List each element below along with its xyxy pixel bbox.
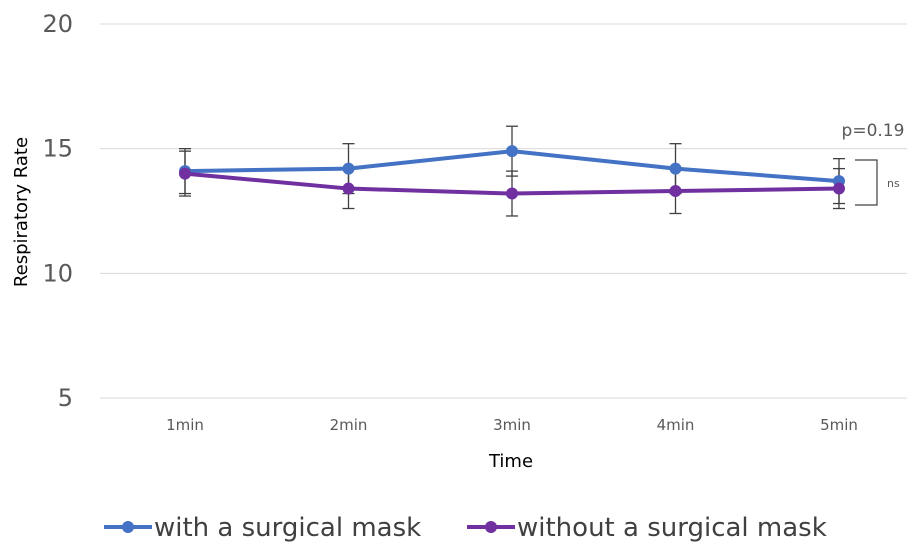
legend-label: without a surgical mask <box>517 513 827 543</box>
y-tick-labels: 5 10 15 20 <box>42 10 73 412</box>
series-points <box>179 145 845 200</box>
significance-annotation: p=0.19 ns <box>842 121 905 206</box>
x-tick-label: 2min <box>330 416 368 434</box>
significance-bracket <box>855 159 878 206</box>
legend-swatch-marker <box>485 521 497 533</box>
legend: with a surgical mask without a surgical m… <box>104 513 827 543</box>
legend-swatch-marker <box>122 521 134 533</box>
x-tick-label: 4min <box>657 416 695 434</box>
p-value-label: p=0.19 <box>842 121 905 141</box>
x-tick-label: 3min <box>493 416 531 434</box>
legend-item: with a surgical mask <box>104 513 421 543</box>
x-axis-title: Time <box>488 451 533 472</box>
data-point <box>342 162 355 175</box>
y-tick-label: 10 <box>42 259 73 287</box>
gridlines <box>100 23 907 399</box>
x-tick-labels: 1min 2min 3min 4min 5min <box>166 416 858 434</box>
data-point <box>342 182 355 195</box>
significance-label: ns <box>887 177 900 190</box>
y-tick-label: 20 <box>42 10 73 38</box>
data-point <box>833 182 845 195</box>
y-tick-label: 15 <box>42 135 73 163</box>
x-tick-label: 1min <box>166 416 204 434</box>
data-point <box>669 162 682 175</box>
legend-label: with a surgical mask <box>154 513 421 543</box>
x-tick-label: 5min <box>820 416 858 434</box>
data-point <box>506 187 518 200</box>
data-point <box>179 167 191 180</box>
data-point <box>506 145 518 158</box>
legend-item: without a surgical mask <box>467 513 827 543</box>
y-axis-title: Respiratory Rate <box>11 137 32 287</box>
y-tick-label: 5 <box>58 384 73 412</box>
data-point <box>669 185 682 198</box>
